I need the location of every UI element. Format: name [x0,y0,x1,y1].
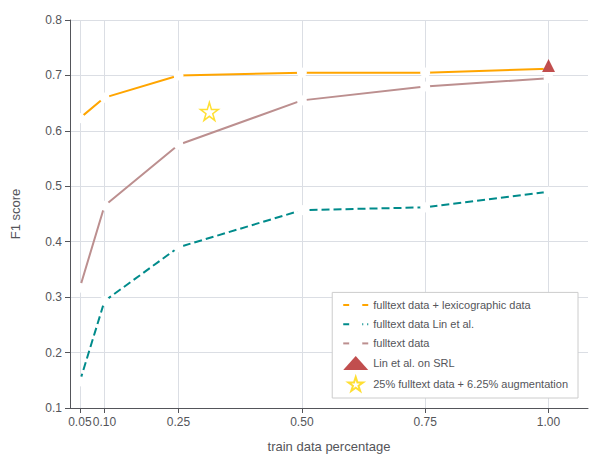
svg-text:0.3: 0.3 [45,290,62,304]
svg-text:fulltext data + lexicographic: fulltext data + lexicographic data [373,299,531,311]
svg-text:fulltext data: fulltext data [373,337,430,349]
svg-text:F1 score: F1 score [8,189,23,240]
svg-text:0.4: 0.4 [45,235,62,249]
svg-text:0.75: 0.75 [414,415,438,429]
svg-text:0.5: 0.5 [45,179,62,193]
svg-text:25% fulltext data + 6.25% augm: 25% fulltext data + 6.25% augmentation [373,378,568,390]
svg-text:0.8: 0.8 [45,13,62,27]
svg-text:0.1: 0.1 [45,401,62,415]
svg-text:1.00: 1.00 [537,415,561,429]
svg-text:train data percentage: train data percentage [268,439,391,454]
svg-text:Lin et al. on SRL: Lin et al. on SRL [373,357,454,369]
svg-text:0.6: 0.6 [45,124,62,138]
svg-text:fulltext data Lin et al.: fulltext data Lin et al. [373,318,474,330]
svg-text:0.50: 0.50 [290,415,314,429]
svg-text:0.10: 0.10 [93,415,117,429]
svg-text:0.2: 0.2 [45,346,62,360]
svg-text:0.25: 0.25 [167,415,191,429]
svg-text:0.05: 0.05 [68,415,92,429]
svg-text:0.7: 0.7 [45,68,62,82]
